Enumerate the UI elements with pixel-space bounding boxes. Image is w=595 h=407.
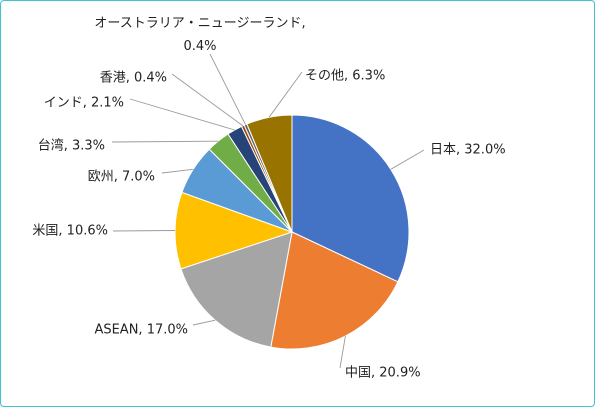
- data-labels: 日本, 32.0% 中国, 20.9% ASEAN, 17.0% 米国, 10.6% 欧…: [32, 16, 505, 381]
- leader-line-1: [390, 149, 425, 170]
- leader-line-2: [339, 336, 346, 369]
- data-label-8: 香港, 0.4%: [100, 71, 167, 86]
- pie-slice-2: [270, 231, 399, 350]
- leader-line-6: [111, 140, 219, 143]
- data-label-1: 日本, 32.0%: [430, 143, 506, 158]
- leader-line-3: [192, 319, 216, 326]
- data-label-2: 中国, 20.9%: [345, 366, 421, 381]
- pie-slice-1: [291, 114, 410, 283]
- leader-line-7: [129, 98, 235, 131]
- leader-lines: [111, 53, 425, 369]
- data-label-3: ASEAN, 17.0%: [94, 323, 188, 338]
- pie-slice-4: [174, 191, 294, 270]
- data-label-7: インド, 2.1%: [44, 96, 124, 111]
- data-label-9-value: 0.4%: [183, 39, 216, 54]
- leader-line-9: [209, 53, 246, 125]
- leader-line-5: [161, 168, 194, 174]
- data-label-10: その他, 6.3%: [305, 69, 385, 84]
- data-label-6: 台湾, 3.3%: [38, 138, 105, 154]
- data-label-9-name: オーストラリア・ニュージーランド,: [94, 16, 305, 31]
- data-label-5: 欧州, 7.0%: [88, 170, 155, 185]
- data-label-4: 米国, 10.6%: [32, 224, 108, 239]
- leader-line-4: [112, 230, 176, 232]
- leader-line-8: [171, 73, 244, 127]
- leader-line-10: [268, 71, 303, 118]
- pie-slices: [174, 114, 410, 350]
